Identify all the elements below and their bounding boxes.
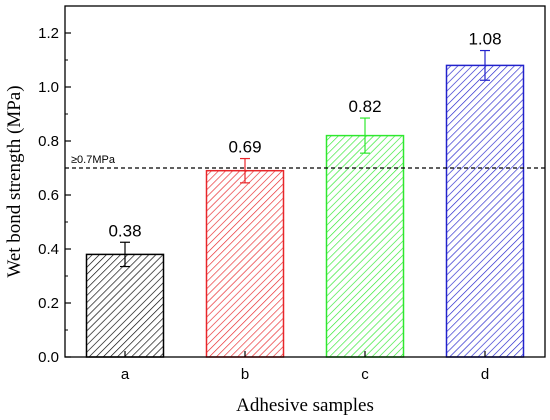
y-tick-label: 0.2 [38,295,59,312]
bar-c [325,134,405,358]
labels-layer: 0.38 0.69 0.82 1.08 0.0 0.2 0.4 0.6 0.8 1.0 1.2 a b c… [38,25,501,383]
y-tick-label: 1.2 [38,25,59,42]
y-axis-title: Wet bond strength (MPa) [4,85,25,277]
data-label-d: 1.08 [468,30,501,49]
bar-b [205,169,285,358]
bar-a [85,253,165,358]
x-tick-label-b: b [241,366,249,383]
y-tick-label: 0.0 [38,349,59,366]
x-axis-title: Adhesive samples [236,395,374,416]
x-tick-label-c: c [361,366,369,383]
x-tick-label-d: d [481,366,489,383]
y-tick-label: 0.4 [38,241,59,258]
reference-line-layer: ≥0.7MPa [65,154,545,169]
axes-layer [64,5,546,358]
error-bars-layer [120,49,490,268]
bars-layer [85,64,525,358]
reference-line-label: ≥0.7MPa [71,154,116,166]
plot-frame [64,5,546,358]
y-tick-label: 1.0 [38,79,59,96]
y-tick-label: 0.8 [38,133,59,150]
x-tick-label-a: a [121,366,130,383]
y-tick-label: 0.6 [38,187,59,204]
data-label-c: 0.82 [348,97,381,116]
data-label-a: 0.38 [108,221,141,240]
data-label-b: 0.69 [228,138,261,157]
bar-d [445,64,525,358]
